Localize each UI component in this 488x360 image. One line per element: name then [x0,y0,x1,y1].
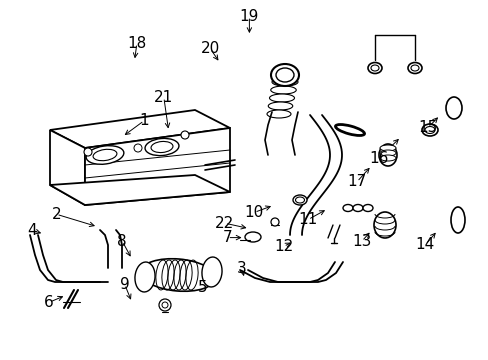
Text: 20: 20 [200,41,220,56]
Ellipse shape [268,102,292,110]
Ellipse shape [135,262,155,292]
Text: 19: 19 [239,9,259,24]
Ellipse shape [145,138,179,156]
Circle shape [159,299,171,311]
Ellipse shape [342,204,352,211]
Text: 16: 16 [368,151,388,166]
Ellipse shape [379,155,395,161]
Text: 10: 10 [244,205,264,220]
Ellipse shape [141,259,215,291]
Ellipse shape [424,126,434,134]
Text: 6: 6 [44,295,54,310]
Ellipse shape [335,125,364,135]
Ellipse shape [373,212,395,238]
Text: 22: 22 [215,216,234,231]
Text: 17: 17 [346,174,366,189]
Ellipse shape [295,197,304,203]
Ellipse shape [266,110,290,118]
Ellipse shape [292,195,306,205]
Ellipse shape [270,64,298,86]
Ellipse shape [352,204,362,211]
Text: 3: 3 [237,261,246,276]
Ellipse shape [410,65,418,71]
Ellipse shape [407,63,421,73]
Ellipse shape [86,146,123,164]
Text: 1: 1 [139,113,149,128]
Polygon shape [50,175,229,205]
Text: 14: 14 [415,237,434,252]
Text: 13: 13 [351,234,371,249]
Ellipse shape [378,144,396,166]
Text: 9: 9 [120,277,129,292]
Polygon shape [50,130,85,205]
Circle shape [181,131,189,139]
Text: 4: 4 [27,223,37,238]
Text: 21: 21 [154,90,173,105]
Ellipse shape [370,65,378,71]
Circle shape [134,144,142,152]
Polygon shape [50,110,229,148]
Ellipse shape [270,86,296,94]
Ellipse shape [362,204,372,211]
Ellipse shape [421,124,437,136]
Text: 5: 5 [198,280,207,296]
Text: 12: 12 [273,239,293,254]
Ellipse shape [244,232,261,242]
Text: 2: 2 [51,207,61,222]
Ellipse shape [450,207,464,233]
Ellipse shape [445,97,461,119]
Ellipse shape [367,63,381,73]
Ellipse shape [93,149,117,161]
Ellipse shape [269,94,294,102]
Ellipse shape [151,141,173,153]
Text: 11: 11 [298,212,317,227]
Text: 15: 15 [417,120,437,135]
Ellipse shape [275,68,293,82]
Ellipse shape [271,78,297,86]
Ellipse shape [270,218,279,226]
Circle shape [162,302,168,308]
Text: 7: 7 [222,230,232,245]
Ellipse shape [379,150,395,156]
Text: 8: 8 [117,234,127,249]
Ellipse shape [202,257,222,287]
Ellipse shape [379,145,395,151]
Text: 18: 18 [127,36,146,51]
Polygon shape [85,128,229,205]
Circle shape [84,148,92,156]
